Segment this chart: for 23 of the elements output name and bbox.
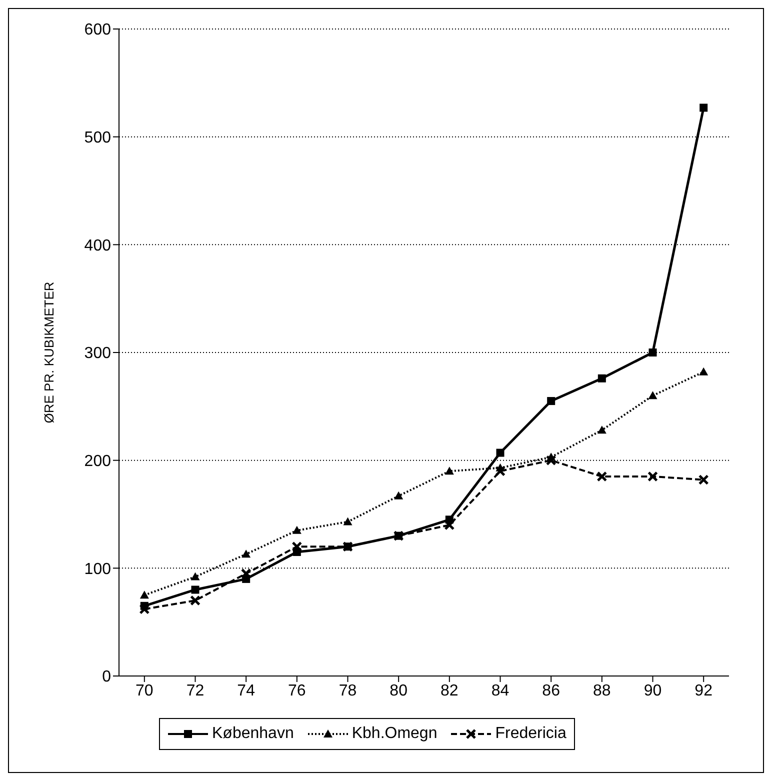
- x-tick-label: 78: [338, 682, 357, 700]
- y-tick-label: 200: [84, 453, 112, 470]
- legend-label: Kbh.Omegn: [352, 725, 438, 743]
- x-tick-label: 76: [288, 682, 306, 700]
- y-tick-label: 100: [84, 560, 112, 578]
- y-tick-label: 600: [84, 22, 112, 39]
- x-tick-label: 74: [237, 682, 256, 700]
- y-axis-title: ØRE PR. KUBIKMETER: [42, 282, 57, 424]
- x-tick-label: 72: [186, 682, 204, 700]
- x-tick-label: 70: [136, 682, 154, 700]
- legend-label: København: [212, 725, 294, 743]
- y-tick-label: 400: [84, 237, 112, 254]
- x-tick-label: 82: [440, 682, 458, 700]
- x-tick-label: 90: [644, 682, 662, 700]
- x-tick-label: 84: [491, 682, 510, 700]
- x-tick-label: 80: [390, 682, 408, 700]
- x-tick-label: 88: [593, 682, 611, 700]
- y-tick-label: 0: [102, 668, 112, 686]
- x-tick-label: 92: [694, 682, 713, 700]
- legend-label: Fredericia: [495, 725, 566, 743]
- x-tick-label: 86: [542, 682, 560, 700]
- y-tick-label: 500: [84, 130, 112, 147]
- y-tick-label: 300: [84, 345, 112, 362]
